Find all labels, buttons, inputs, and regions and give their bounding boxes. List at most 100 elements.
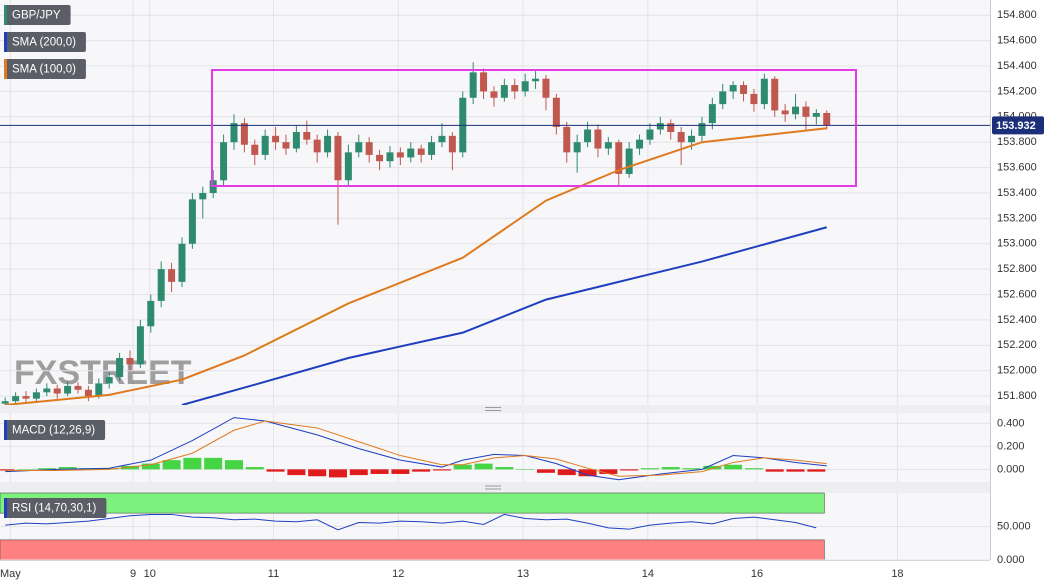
candle-body: [95, 383, 103, 397]
histogram-bar: [620, 469, 639, 471]
candle-body: [105, 377, 113, 384]
candle-body: [230, 123, 238, 143]
candle-body: [708, 104, 716, 124]
candle-body: [802, 106, 810, 117]
candle-body: [344, 152, 352, 181]
histogram-bar: [765, 469, 784, 472]
histogram-bar: [412, 469, 431, 472]
resize-handle: [485, 407, 501, 490]
histogram-bar: [16, 469, 35, 470]
histogram-bar: [141, 463, 160, 470]
legend-box[interactable]: [4, 420, 106, 440]
histogram-bar: [640, 468, 659, 470]
histogram-bar: [224, 460, 243, 470]
legend-box[interactable]: [4, 5, 71, 25]
histogram-bar: [183, 457, 202, 470]
candle-body: [729, 85, 737, 92]
x-tick-label: 18: [891, 568, 903, 580]
y-tick-label: 152.000: [997, 365, 1037, 377]
candle-body: [84, 389, 92, 397]
candle-body: [500, 85, 508, 98]
histogram-bar: [495, 467, 514, 470]
y-tick-label: 152.600: [997, 288, 1037, 300]
histogram-bar: [807, 469, 826, 472]
candle-body: [615, 142, 623, 174]
legend-box[interactable]: [4, 59, 86, 79]
y-tick-label: 0.000: [997, 463, 1025, 475]
histogram-bar: [453, 464, 472, 470]
candle-body: [376, 154, 384, 162]
range-box: [211, 69, 857, 187]
histogram-bar: [744, 468, 763, 470]
candle-body: [43, 388, 51, 393]
candle-body: [438, 135, 446, 143]
candle-body: [157, 269, 165, 301]
candle-body: [636, 139, 644, 149]
y-tick-label: 0.000: [997, 554, 1025, 566]
sma-line: [5, 127, 827, 405]
legend-box[interactable]: [4, 498, 107, 518]
separator[interactable]: [0, 482, 990, 493]
histogram-bar: [349, 469, 368, 476]
candle-body: [750, 93, 758, 105]
y-tick-label: 0.400: [997, 417, 1025, 429]
candle-body: [32, 392, 40, 399]
histogram-bar: [245, 467, 264, 470]
macd-line: [5, 420, 827, 477]
candle-body: [261, 135, 269, 155]
y-tick-label: 152.800: [997, 263, 1037, 275]
candle-body: [272, 135, 280, 143]
x-tick-label: 13: [517, 568, 529, 580]
candle-body: [656, 123, 664, 130]
candle-body: [781, 110, 789, 115]
y-tick-label: 154.800: [997, 9, 1037, 21]
last-price-label: 153.932: [996, 120, 1036, 132]
candle-body: [480, 72, 488, 92]
candle-body: [448, 135, 456, 153]
legend-label: SMA (100,0): [12, 64, 76, 76]
histogram-bar: [0, 469, 15, 471]
histogram-bar: [682, 468, 701, 470]
histogram-bar: [474, 463, 493, 470]
x-tick-label: 11: [268, 568, 279, 580]
candle-body: [303, 132, 311, 140]
candle-body: [417, 148, 425, 155]
y-tick-label: 153.000: [997, 238, 1037, 250]
main-panel: [0, 0, 990, 405]
y-tick-label: 152.400: [997, 314, 1037, 326]
candle-body: [220, 142, 228, 181]
candle-body: [667, 123, 675, 133]
candle-body: [812, 112, 820, 117]
candle-body: [584, 129, 592, 143]
separator[interactable]: [0, 405, 990, 413]
candle-body: [604, 142, 612, 149]
candle-body: [688, 135, 696, 143]
legend-label: SMA (200,0): [12, 37, 76, 49]
histogram-bar: [724, 464, 743, 470]
candle-body: [698, 123, 706, 136]
candle-body: [282, 142, 290, 149]
y-tick-label: 152.200: [997, 339, 1037, 351]
legend-swatch: [4, 498, 7, 518]
legend-box[interactable]: [4, 32, 86, 52]
candle-body: [365, 142, 373, 155]
candle-body: [22, 396, 30, 399]
candle-body: [719, 91, 727, 105]
candle-body: [823, 112, 831, 126]
y-tick-label: 154.200: [997, 85, 1037, 97]
candle-body: [313, 139, 321, 153]
x-tick-label: 12: [392, 568, 404, 580]
candle-body: [12, 396, 20, 402]
y-tick-label: 153.200: [997, 212, 1037, 224]
candle-body: [552, 97, 560, 127]
candle-body: [53, 388, 61, 394]
candle-body: [490, 91, 498, 98]
rsi-band: [0, 492, 825, 514]
candle-body: [251, 144, 259, 155]
candle-body: [532, 78, 540, 82]
legend-swatch: [4, 59, 7, 79]
rsi-line: [5, 513, 817, 531]
x-tick-label: 10: [144, 568, 156, 580]
candle-body: [771, 78, 779, 111]
histogram-bar: [204, 457, 223, 470]
